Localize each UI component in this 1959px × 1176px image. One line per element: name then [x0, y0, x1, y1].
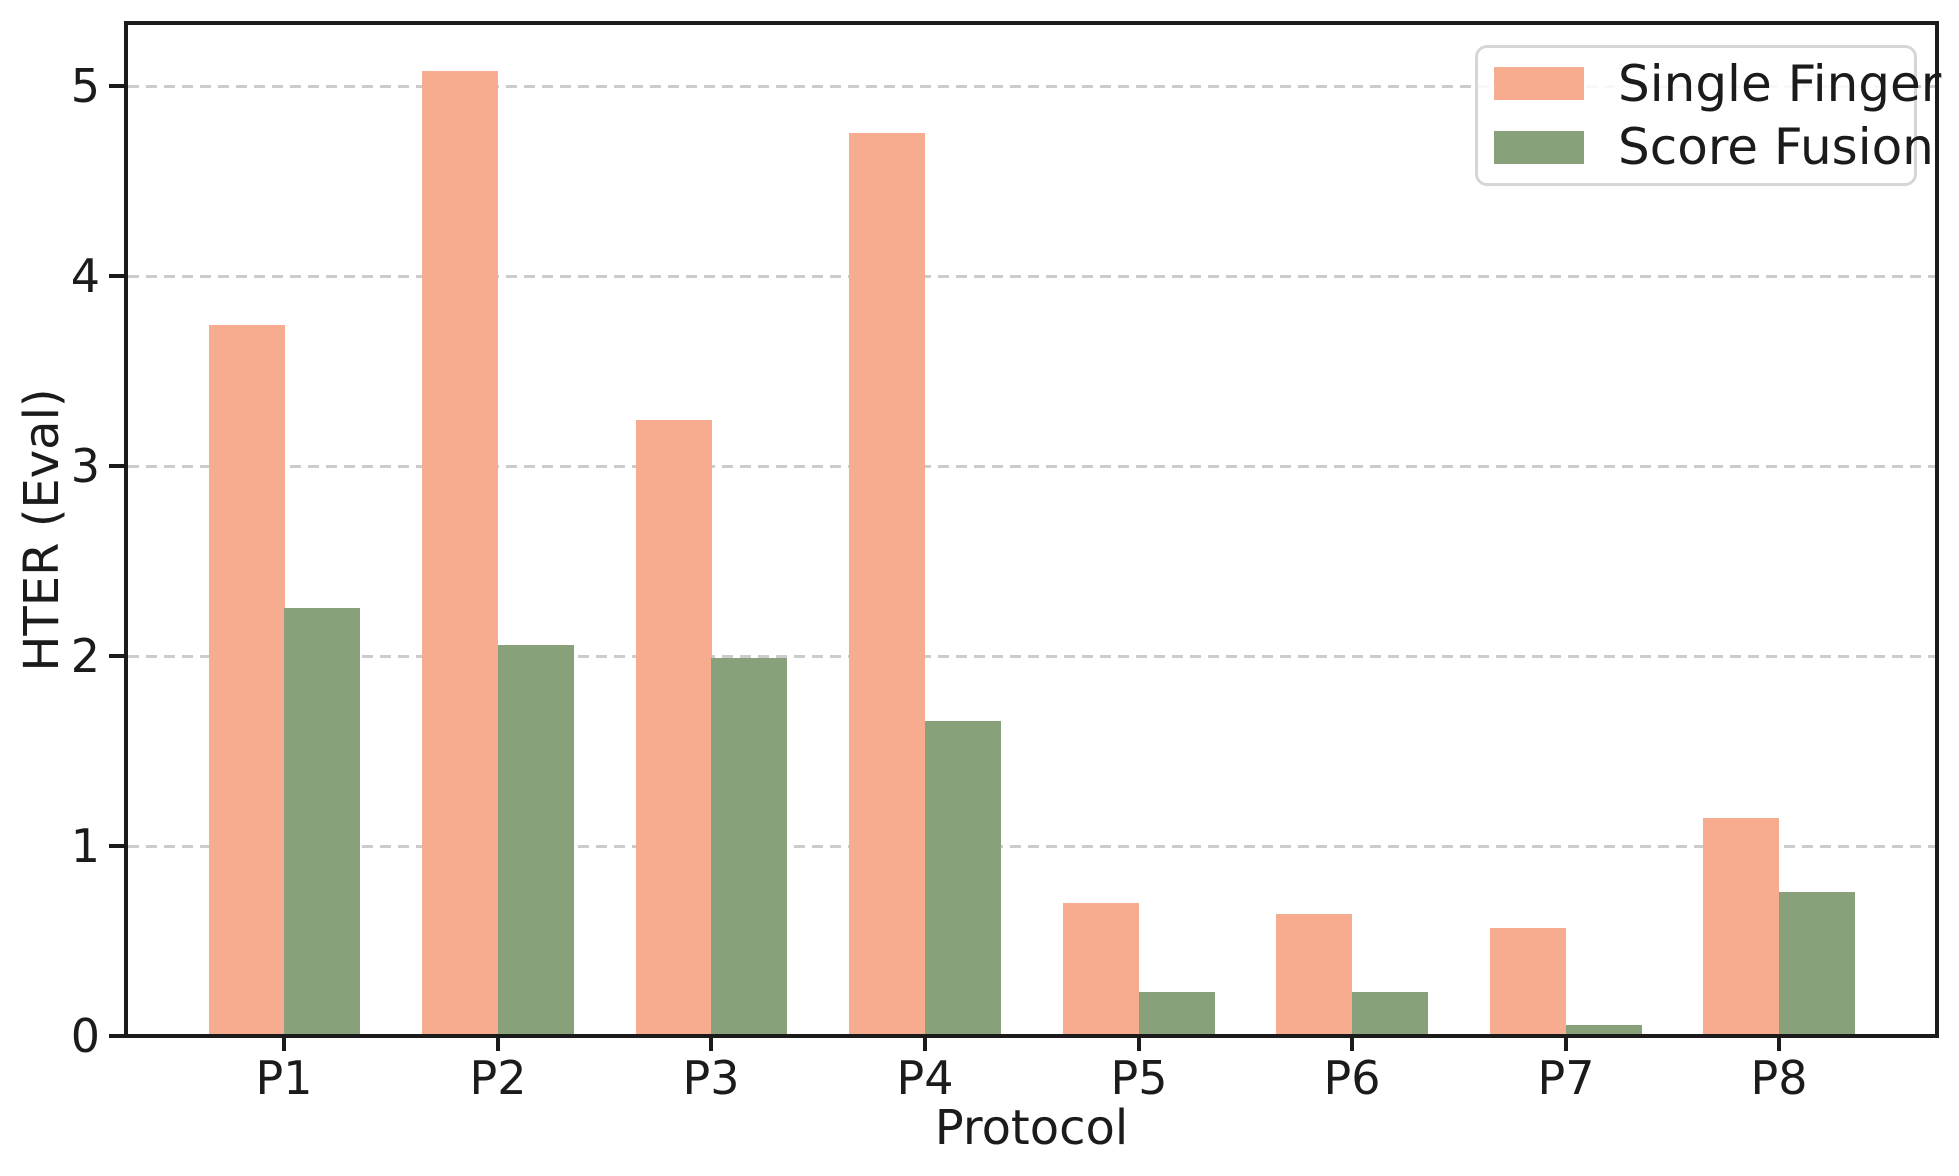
x-tick-p7	[1564, 1038, 1568, 1051]
legend-item-score-fusion: Score Fusion	[1494, 116, 1934, 180]
gridline-y-5	[128, 85, 1935, 88]
y-tick-0	[109, 1034, 124, 1038]
x-tick-p4	[923, 1038, 927, 1051]
y-axis-label: HTER (Eval)	[14, 388, 70, 672]
x-tick-label-p6: P6	[1323, 1051, 1381, 1105]
bar-score-fusion-p4	[925, 721, 1001, 1036]
bar-single-finger-p4	[849, 133, 925, 1036]
y-tick-label-1: 1	[70, 819, 100, 873]
bar-single-finger-p7	[1490, 928, 1566, 1036]
y-tick-label-4: 4	[70, 249, 100, 303]
x-tick-label-p5: P5	[1110, 1051, 1168, 1105]
bar-score-fusion-p3	[711, 658, 787, 1036]
y-tick-label-3: 3	[70, 439, 100, 493]
gridline-y-1	[128, 845, 1935, 848]
y-tick-5	[109, 84, 124, 88]
x-tick-p5	[1137, 1038, 1141, 1051]
x-tick-p3	[709, 1038, 713, 1051]
bar-score-fusion-p6	[1352, 992, 1428, 1036]
x-tick-p6	[1350, 1038, 1354, 1051]
bar-score-fusion-p1	[284, 608, 360, 1036]
bar-single-finger-p2	[422, 71, 498, 1036]
bar-score-fusion-p2	[498, 645, 574, 1036]
bar-single-finger-p1	[209, 325, 285, 1036]
x-tick-p8	[1777, 1038, 1781, 1051]
x-tick-label-p2: P2	[469, 1051, 527, 1105]
bar-single-finger-p5	[1063, 903, 1139, 1036]
bar-single-finger-p8	[1703, 818, 1779, 1036]
x-tick-p1	[282, 1038, 286, 1051]
x-tick-label-p7: P7	[1537, 1051, 1595, 1105]
y-tick-2	[109, 654, 124, 658]
gridline-y-2	[128, 655, 1935, 658]
x-tick-label-p1: P1	[255, 1051, 313, 1105]
x-tick-p2	[496, 1038, 500, 1051]
y-tick-label-5: 5	[70, 59, 100, 113]
bar-score-fusion-p5	[1139, 992, 1215, 1036]
y-tick-1	[109, 844, 124, 848]
bar-score-fusion-p8	[1779, 892, 1855, 1036]
legend-swatch-single-finger	[1494, 67, 1584, 101]
x-tick-label-p4: P4	[896, 1051, 954, 1105]
legend: Single Finger Score Fusion	[1475, 45, 1941, 186]
bar-single-finger-p3	[636, 420, 712, 1036]
bar-score-fusion-p7	[1566, 1025, 1642, 1036]
y-tick-3	[109, 464, 124, 468]
legend-swatch-score-fusion	[1494, 130, 1584, 164]
gridline-y-3	[128, 465, 1935, 468]
gridline-y-4	[128, 275, 1935, 278]
x-tick-label-p8: P8	[1750, 1051, 1808, 1105]
y-tick-label-2: 2	[70, 629, 100, 683]
x-axis-label: Protocol	[934, 1100, 1129, 1156]
y-tick-4	[109, 274, 124, 278]
legend-label: Single Finger	[1618, 54, 1942, 113]
x-tick-label-p3: P3	[682, 1051, 740, 1105]
legend-label: Score Fusion	[1618, 118, 1934, 177]
y-tick-label-0: 0	[70, 1009, 100, 1063]
bar-single-finger-p6	[1276, 914, 1352, 1036]
legend-item-single-finger: Single Finger	[1494, 52, 1941, 116]
